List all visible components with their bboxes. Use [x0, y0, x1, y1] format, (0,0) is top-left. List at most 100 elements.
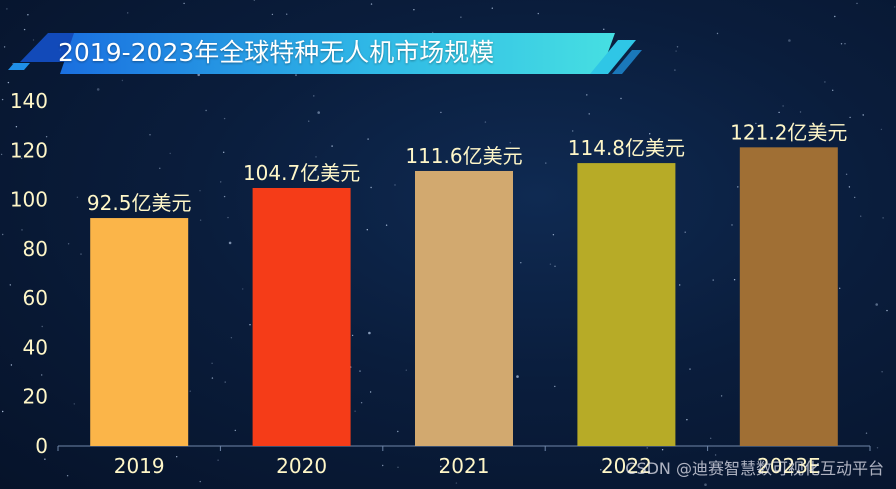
- star: [520, 262, 522, 264]
- bar-data-label: 104.7亿美元: [243, 161, 360, 185]
- star: [676, 46, 679, 48]
- star: [308, 120, 310, 122]
- star: [440, 111, 442, 114]
- star: [360, 402, 363, 404]
- star: [23, 28, 26, 31]
- star: [862, 114, 864, 116]
- star: [351, 334, 354, 337]
- star: [205, 109, 207, 112]
- star: [223, 195, 226, 198]
- star: [67, 243, 70, 245]
- star: [509, 142, 511, 144]
- star: [10, 364, 13, 366]
- x-tick-label: 2022: [601, 454, 652, 478]
- star: [220, 181, 222, 183]
- star: [881, 371, 883, 373]
- star: [649, 133, 651, 135]
- star: [620, 97, 622, 100]
- star: [359, 370, 361, 372]
- bar: [577, 163, 676, 446]
- star: [484, 121, 487, 123]
- star: [397, 466, 399, 468]
- star: [45, 136, 48, 138]
- star: [689, 368, 691, 370]
- x-tick-label: 2021: [439, 454, 490, 478]
- star: [405, 369, 407, 371]
- y-tick-label: 60: [23, 286, 48, 310]
- star: [286, 13, 288, 15]
- chart-title: 2019-2023年全球特种无人机市场规模: [58, 38, 495, 67]
- star: [882, 217, 884, 219]
- title-banner-shape: [8, 33, 642, 74]
- star: [755, 122, 757, 125]
- star: [76, 196, 79, 198]
- x-tick-label: 2019: [114, 454, 165, 478]
- star: [127, 12, 129, 14]
- star: [875, 303, 878, 306]
- star: [472, 153, 474, 155]
- star: [799, 111, 802, 113]
- star: [554, 265, 556, 267]
- star: [397, 430, 399, 433]
- x-tick-label: 2023E: [757, 454, 821, 478]
- star: [686, 419, 688, 421]
- star: [840, 43, 843, 45]
- star: [295, 74, 297, 76]
- star: [199, 190, 201, 192]
- star: [854, 196, 856, 199]
- star: [716, 32, 719, 35]
- star: [224, 381, 226, 383]
- star: [121, 79, 124, 82]
- star: [876, 447, 879, 449]
- star: [460, 16, 462, 18]
- star: [370, 186, 372, 189]
- star: [189, 390, 191, 392]
- star: [432, 31, 434, 34]
- star: [44, 458, 46, 460]
- star: [834, 15, 836, 18]
- star: [32, 39, 35, 41]
- star: [27, 14, 29, 16]
- y-tick-label: 120: [10, 138, 48, 162]
- star: [253, 0, 255, 1]
- star: [15, 126, 18, 128]
- star: [537, 12, 539, 15]
- star: [368, 331, 371, 335]
- bar: [90, 218, 189, 446]
- star: [788, 39, 791, 42]
- y-tick-label: 40: [23, 335, 48, 359]
- star: [600, 469, 602, 471]
- star: [242, 288, 244, 290]
- star: [2, 233, 4, 236]
- star: [844, 43, 846, 45]
- star: [199, 219, 202, 221]
- star: [491, 7, 493, 9]
- star: [211, 377, 214, 379]
- star: [849, 116, 851, 119]
- star: [710, 437, 712, 439]
- bar: [252, 187, 351, 446]
- star: [413, 9, 415, 11]
- star: [554, 385, 556, 388]
- star: [733, 279, 736, 281]
- star: [41, 325, 43, 328]
- star: [603, 28, 605, 30]
- star: [572, 130, 574, 132]
- y-tick-label: 20: [23, 385, 48, 409]
- star: [183, 2, 185, 5]
- star: [313, 168, 317, 171]
- star: [6, 8, 8, 10]
- bar-data-label: 114.8亿美元: [568, 136, 685, 160]
- star: [675, 50, 677, 52]
- star: [199, 480, 201, 483]
- star: [169, 152, 171, 155]
- star: [848, 186, 851, 188]
- watermark-text: CSDN @迪赛智慧数可视化互动平台: [625, 459, 884, 478]
- star: [217, 459, 219, 461]
- star: [369, 391, 372, 393]
- star: [20, 157, 23, 159]
- star: [7, 81, 10, 84]
- star: [227, 216, 229, 219]
- star: [41, 374, 43, 376]
